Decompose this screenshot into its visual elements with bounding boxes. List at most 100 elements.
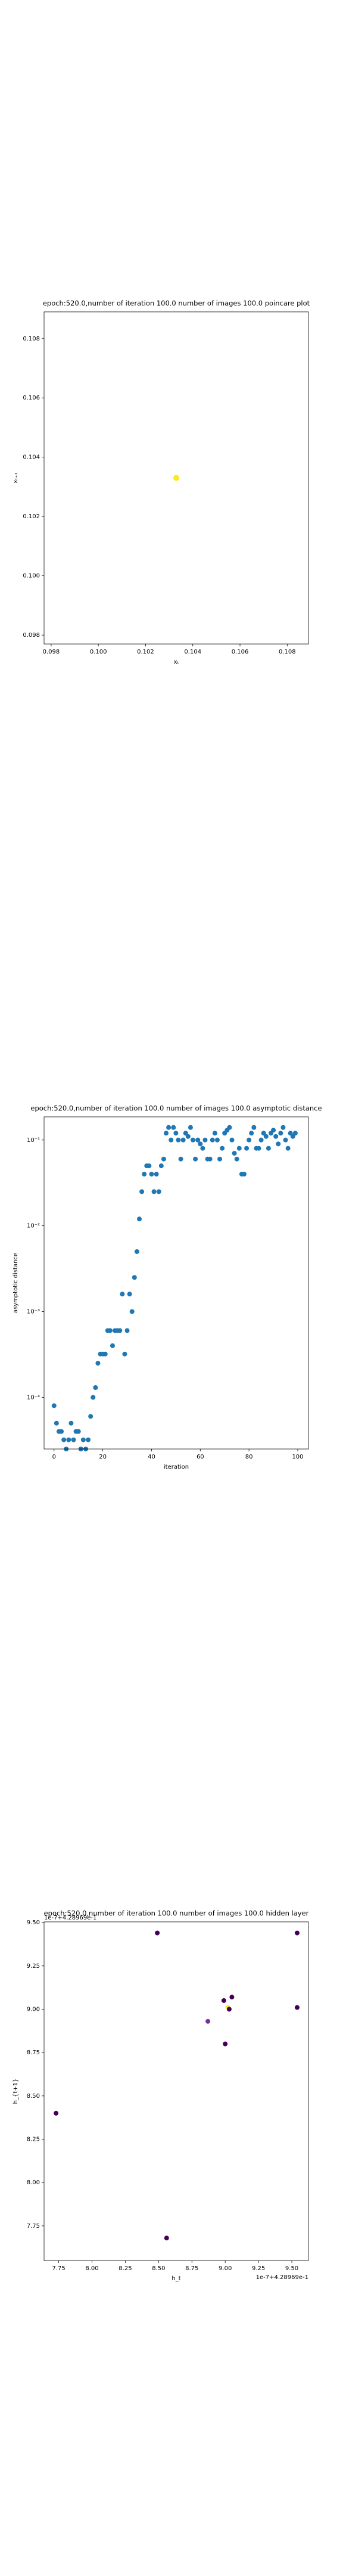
point xyxy=(166,1125,172,1130)
x-tick-label: 8.25 xyxy=(119,2265,132,2272)
point xyxy=(76,1429,81,1434)
point xyxy=(137,1216,142,1222)
point xyxy=(61,1437,67,1442)
y-tick-label: 0.100 xyxy=(23,573,40,580)
x-tick-label: 100 xyxy=(292,1454,303,1460)
point xyxy=(122,1351,127,1357)
point xyxy=(188,1125,193,1130)
x-tick-label: 60 xyxy=(197,1454,204,1460)
point xyxy=(280,1125,286,1130)
y-axis-label: xₜ₊₁ xyxy=(13,472,19,483)
chart-title: epoch:520.0,number of iteration 100.0 nu… xyxy=(30,1104,322,1113)
point xyxy=(156,1189,161,1194)
point xyxy=(223,2041,228,2046)
point xyxy=(185,1134,191,1139)
x-tick-label: 9.25 xyxy=(252,2265,265,2272)
point xyxy=(161,1156,166,1162)
point xyxy=(220,1145,225,1151)
x-tick-label: 40 xyxy=(148,1454,155,1460)
point xyxy=(164,1131,169,1136)
point xyxy=(273,1134,279,1139)
point xyxy=(227,1125,232,1130)
point xyxy=(54,2110,59,2116)
point xyxy=(256,1145,261,1151)
point xyxy=(232,1151,237,1156)
point xyxy=(244,1145,250,1151)
x-tick-label: 0.108 xyxy=(279,649,296,655)
point xyxy=(107,1328,113,1333)
point xyxy=(80,1437,86,1442)
y-tick-label: 10⁻² xyxy=(27,1223,40,1230)
x-tick-label: 0.104 xyxy=(184,649,201,655)
y-tick-label: 0.098 xyxy=(23,632,40,639)
point xyxy=(229,1995,235,2000)
x-axis-label: h_t xyxy=(172,2275,180,2282)
y-offset-text: 1e-7+4.28969e-1 xyxy=(44,1915,96,1921)
y-axis-label: h_{t+1} xyxy=(13,2079,19,2104)
point xyxy=(229,1137,235,1143)
point xyxy=(120,1292,125,1297)
point xyxy=(154,1172,159,1177)
point xyxy=(180,1137,186,1143)
y-tick-label: 9.00 xyxy=(27,2007,40,2013)
point xyxy=(183,1131,188,1136)
point xyxy=(132,1275,137,1280)
x-offset-text: 1e-7+4.28969e-1 xyxy=(256,2274,308,2281)
point xyxy=(176,1137,181,1143)
point xyxy=(139,1189,145,1194)
x-tick-label: 8.00 xyxy=(85,2265,98,2272)
y-tick-label: 10⁻³ xyxy=(27,1309,40,1315)
x-axis-label: xₜ xyxy=(174,659,179,665)
y-tick-label: 9.50 xyxy=(27,1919,40,1926)
point xyxy=(71,1437,76,1442)
point xyxy=(241,1172,247,1177)
point xyxy=(102,1351,108,1357)
point xyxy=(195,1137,201,1143)
point xyxy=(221,1998,226,2003)
x-tick-label: 0.100 xyxy=(90,649,107,655)
point xyxy=(68,1420,74,1426)
y-tick-label: 7.75 xyxy=(27,2223,40,2230)
y-tick-label: 8.00 xyxy=(27,2179,40,2186)
y-tick-label: 10⁻⁴ xyxy=(27,1394,40,1401)
point xyxy=(214,1137,220,1143)
point xyxy=(117,1328,123,1333)
point xyxy=(202,1137,208,1143)
y-tick-label: 9.25 xyxy=(27,1963,40,1970)
point xyxy=(178,1156,183,1162)
point xyxy=(294,1930,300,1936)
point xyxy=(155,1930,160,1936)
point xyxy=(127,1292,132,1297)
x-tick-label: 9.50 xyxy=(285,2265,298,2272)
point xyxy=(263,1134,269,1139)
point xyxy=(276,1141,281,1147)
point xyxy=(258,1137,264,1143)
point xyxy=(110,1343,115,1348)
point xyxy=(51,1403,57,1408)
axes-frame xyxy=(43,311,309,645)
point xyxy=(207,1156,213,1162)
point xyxy=(193,1156,198,1162)
point xyxy=(288,1131,293,1136)
x-tick-label: 0 xyxy=(52,1454,56,1460)
y-tick-label: 10⁻¹ xyxy=(27,1137,40,1144)
point xyxy=(151,1189,157,1194)
point xyxy=(158,1163,164,1169)
x-tick-label: 8.50 xyxy=(152,2265,165,2272)
axes-frame xyxy=(43,1116,309,1450)
point xyxy=(205,2018,211,2024)
point xyxy=(124,1328,130,1333)
point xyxy=(247,1137,252,1143)
point xyxy=(86,1437,91,1442)
point xyxy=(198,1141,203,1147)
y-tick-label: 8.25 xyxy=(27,2137,40,2143)
point xyxy=(278,1131,283,1136)
point xyxy=(236,1145,242,1151)
y-tick-label: 0.106 xyxy=(23,395,40,401)
point xyxy=(171,1125,176,1130)
point xyxy=(212,1131,217,1136)
y-axis-label: asymptotic distance xyxy=(13,1253,19,1313)
point xyxy=(249,1131,254,1136)
point xyxy=(88,1414,93,1419)
